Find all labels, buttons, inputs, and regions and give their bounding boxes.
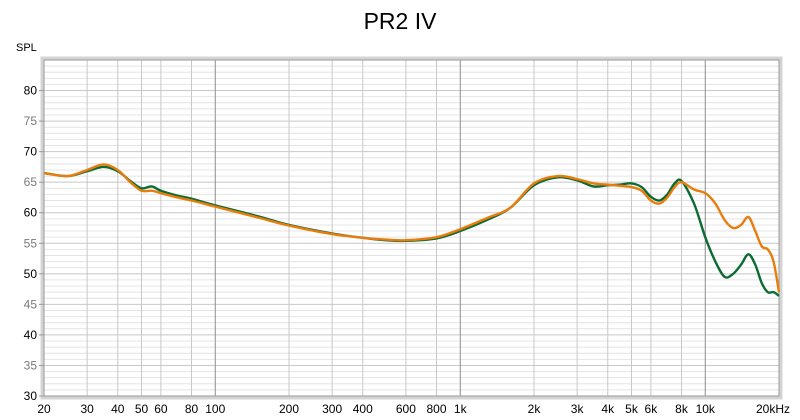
x-tick-label: 50 xyxy=(135,402,149,416)
x-tick-label: 5k xyxy=(625,402,639,416)
chart-title: PR2 IV xyxy=(363,8,437,34)
x-tick-label: 3k xyxy=(571,402,585,416)
x-axis-ticks: 20 30 40 50 60 80 100 200 300 400 600 800 1k 2k 3k 4k 5k… xyxy=(37,402,790,416)
x-tick-label: 800 xyxy=(426,402,446,416)
x-tick-label: 100 xyxy=(205,402,225,416)
curve-orange xyxy=(43,163,781,293)
y-axis-ticks: 30 35 40 45 50 55 60 65 70 75 80 xyxy=(24,84,44,403)
x-tick-label: 1k xyxy=(454,402,468,416)
x-tick-label: 300 xyxy=(322,402,342,416)
y-tick-label: 30 xyxy=(24,389,38,403)
x-tick-label: 80 xyxy=(185,402,199,416)
curve-green xyxy=(43,165,780,297)
curves xyxy=(43,163,781,297)
x-tick-label: 30 xyxy=(80,402,94,416)
x-tick-label: 4k xyxy=(601,402,615,416)
x-tick-label: 20 xyxy=(37,402,51,416)
x-tick-label: 2k xyxy=(528,402,542,416)
y-tick-label: 60 xyxy=(24,206,38,220)
y-tick-label: 65 xyxy=(24,175,38,189)
x-tick-label: 60 xyxy=(154,402,168,416)
y-tick-label: 40 xyxy=(24,328,38,342)
y-tick-label: 45 xyxy=(24,297,38,311)
x-tick-label: 8k xyxy=(675,402,689,416)
x-tick-label: 10k xyxy=(696,402,716,416)
grid xyxy=(44,60,779,396)
y-tick-label: 35 xyxy=(24,358,38,372)
x-tick-label: 20kHz xyxy=(756,402,790,416)
plot-frame xyxy=(40,56,783,400)
x-tick-label: 40 xyxy=(111,402,125,416)
y-tick-label: 75 xyxy=(24,114,38,128)
y-tick-label: 70 xyxy=(24,145,38,159)
y-axis-label: SPL xyxy=(16,42,37,54)
y-tick-label: 80 xyxy=(24,84,38,98)
x-tick-label: 600 xyxy=(396,402,416,416)
x-tick-label: 400 xyxy=(353,402,373,416)
x-tick-label: 6k xyxy=(645,402,659,416)
y-tick-label: 55 xyxy=(24,236,38,250)
x-tick-label: 200 xyxy=(279,402,299,416)
y-tick-label: 50 xyxy=(24,267,38,281)
